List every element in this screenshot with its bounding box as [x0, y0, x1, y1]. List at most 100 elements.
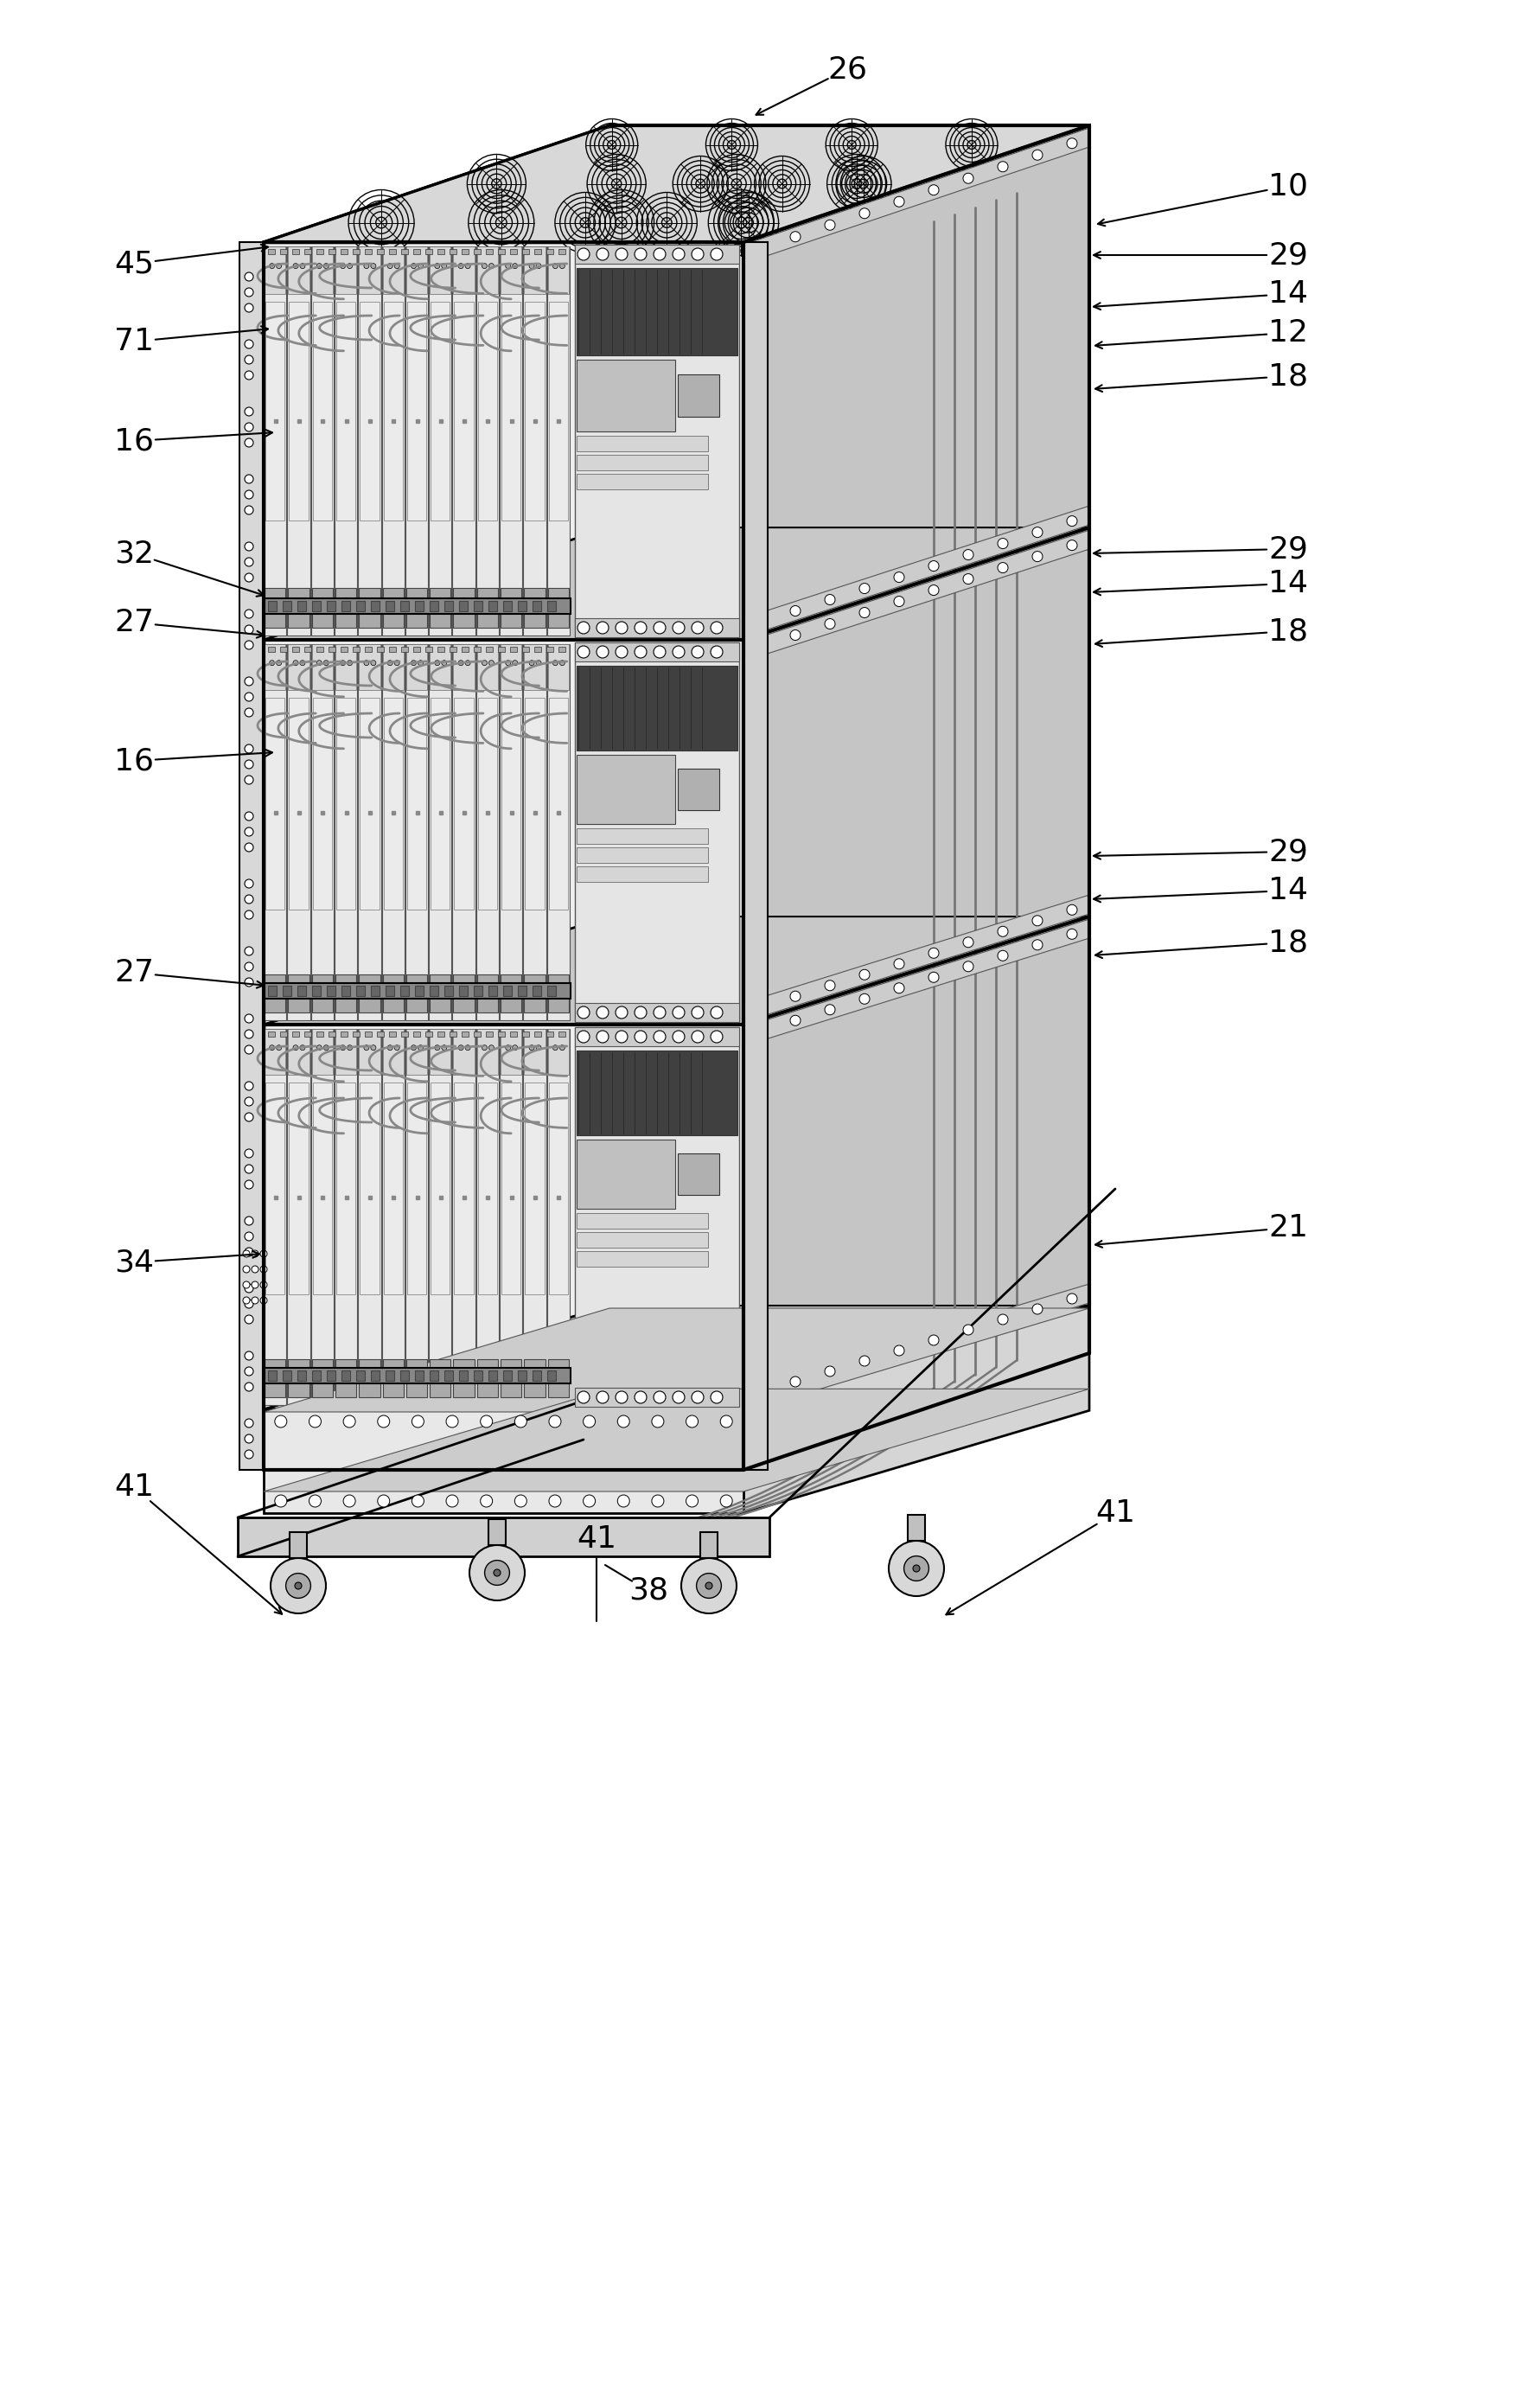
Bar [293, 1031, 299, 1038]
Text: 14: 14 [1269, 877, 1308, 905]
Bar [499, 648, 505, 653]
Circle shape [343, 1375, 349, 1382]
Bar [358, 1358, 380, 1397]
Bar [534, 648, 541, 653]
Bar [290, 1531, 307, 1558]
Circle shape [549, 1495, 561, 1507]
Circle shape [929, 185, 939, 195]
Bar [450, 648, 456, 653]
Circle shape [692, 1007, 703, 1019]
Circle shape [244, 828, 253, 836]
Bar [407, 301, 427, 520]
Circle shape [244, 1300, 253, 1308]
Circle shape [364, 262, 369, 270]
Circle shape [244, 340, 253, 349]
Circle shape [929, 585, 939, 595]
Bar [415, 985, 424, 997]
Bar [558, 248, 566, 255]
Circle shape [412, 1045, 416, 1050]
Circle shape [242, 1267, 250, 1274]
Circle shape [270, 262, 275, 270]
Bar [534, 1031, 541, 1038]
Circle shape [596, 1392, 608, 1404]
Text: 18: 18 [1269, 361, 1308, 390]
Circle shape [894, 573, 904, 583]
Circle shape [274, 1495, 287, 1507]
Circle shape [442, 1045, 447, 1050]
Bar [477, 1081, 497, 1293]
Circle shape [616, 621, 628, 633]
Bar [547, 645, 569, 691]
Bar [500, 588, 522, 628]
Bar [549, 1081, 567, 1293]
Polygon shape [429, 645, 451, 1021]
Bar [576, 1139, 676, 1209]
Bar [525, 246, 546, 294]
Bar [357, 985, 364, 997]
Polygon shape [358, 645, 381, 1021]
Circle shape [552, 1045, 558, 1050]
Bar [400, 602, 409, 612]
Polygon shape [264, 645, 287, 1021]
Bar [549, 698, 567, 910]
Circle shape [300, 660, 305, 665]
Circle shape [512, 660, 517, 665]
Bar [500, 645, 522, 691]
Text: 41: 41 [114, 1471, 154, 1503]
Bar [311, 588, 332, 628]
Bar [328, 1031, 336, 1038]
Bar [575, 1028, 740, 1406]
Bar [342, 602, 351, 612]
Circle shape [244, 303, 253, 313]
Circle shape [894, 597, 904, 607]
Circle shape [532, 1375, 538, 1382]
Circle shape [244, 1216, 253, 1226]
Polygon shape [287, 1028, 310, 1404]
Bar [575, 643, 740, 1021]
Bar [357, 602, 364, 612]
Polygon shape [264, 1308, 1089, 1411]
Circle shape [244, 1180, 253, 1190]
Text: 27: 27 [114, 958, 154, 987]
Circle shape [461, 604, 468, 612]
Bar [546, 1031, 554, 1038]
Circle shape [395, 262, 400, 270]
Circle shape [317, 1045, 322, 1050]
Text: 16: 16 [114, 746, 154, 775]
Circle shape [654, 621, 666, 633]
Circle shape [578, 248, 590, 260]
Bar [500, 1028, 522, 1074]
Circle shape [244, 289, 253, 296]
Polygon shape [264, 246, 287, 636]
Circle shape [634, 1007, 647, 1019]
Circle shape [252, 1298, 259, 1303]
Polygon shape [406, 1028, 429, 1404]
Circle shape [578, 645, 590, 657]
Circle shape [1068, 905, 1077, 915]
Circle shape [755, 1026, 766, 1035]
Circle shape [964, 549, 973, 561]
Circle shape [825, 980, 836, 990]
Bar [316, 248, 323, 255]
Circle shape [616, 1031, 628, 1043]
Circle shape [244, 761, 253, 768]
Bar [488, 602, 497, 612]
Circle shape [412, 1416, 424, 1428]
Bar [522, 1031, 529, 1038]
Bar [444, 1370, 453, 1380]
Bar [453, 246, 474, 294]
Circle shape [459, 660, 464, 665]
Bar [406, 588, 427, 628]
Bar [238, 1517, 770, 1556]
Polygon shape [744, 530, 1089, 662]
Bar [534, 248, 541, 255]
Circle shape [596, 1031, 608, 1043]
Bar [575, 1004, 740, 1021]
Circle shape [616, 645, 628, 657]
Bar [264, 588, 285, 628]
Bar [407, 698, 427, 910]
Bar [413, 648, 421, 653]
Circle shape [1032, 915, 1043, 925]
Bar [305, 248, 311, 255]
Circle shape [997, 1315, 1008, 1324]
